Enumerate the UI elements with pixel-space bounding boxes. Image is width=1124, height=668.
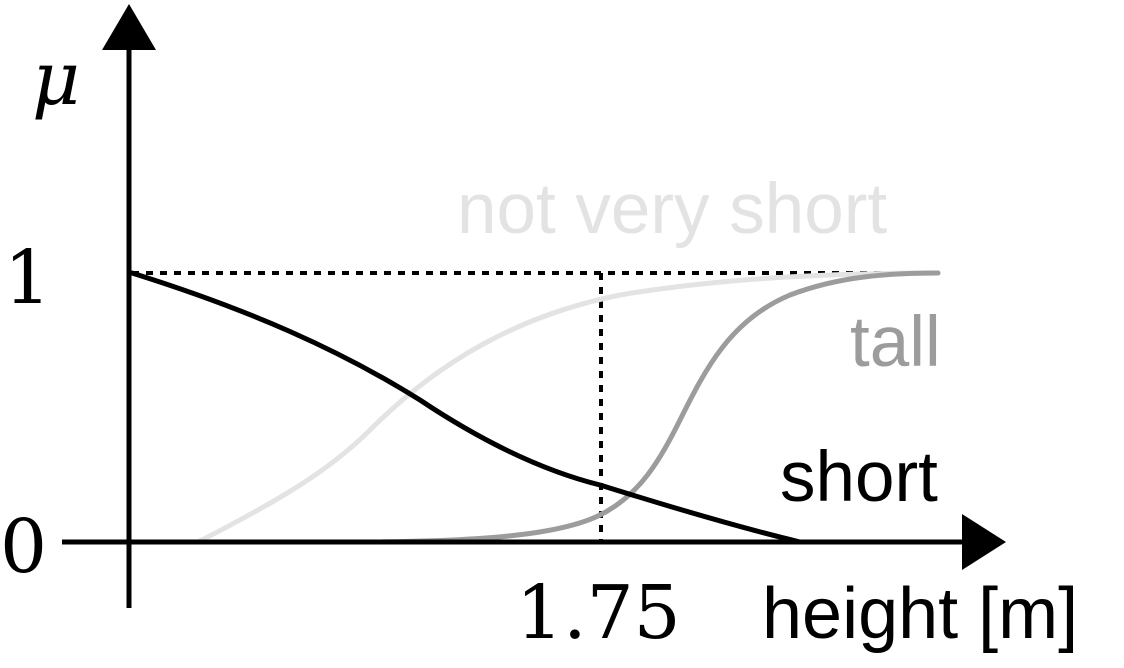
not-very-short-label: not very short [457,170,887,249]
x-axis-arrowhead [962,514,1006,570]
tall-label: tall [850,303,941,382]
not-very-short-curve [195,270,941,545]
x-tick-1.75: 1.75 [516,570,681,656]
y-tick-zero: 0 [0,504,47,590]
short-label: short [780,438,938,517]
tall-curve [347,270,941,545]
short-curve [129,270,803,545]
y-axis-arrowhead [102,4,156,50]
x-axis-label: height [m] [762,574,1078,654]
y-tick-one: 1 [4,235,51,321]
y-axis-label: μ [32,36,80,122]
